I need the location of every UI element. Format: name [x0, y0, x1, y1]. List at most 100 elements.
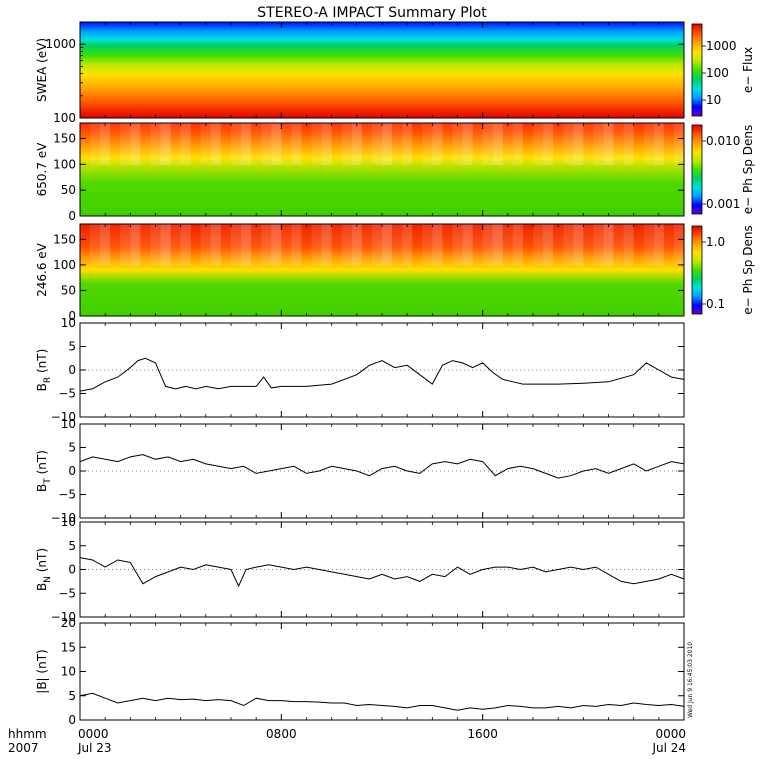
- heatmap-streak: [482, 123, 493, 165]
- heatmap-streak: [140, 224, 151, 266]
- heatmap-streak: [673, 224, 684, 266]
- heatmap-streak: [653, 224, 664, 266]
- y-tick-label: 5: [68, 441, 76, 455]
- y-label-main: B: [35, 583, 49, 591]
- heatmap-streak: [341, 224, 352, 266]
- y-label-unit: (nT): [35, 548, 49, 576]
- heatmap-streak: [120, 123, 131, 165]
- x-tick-label: 0800: [266, 727, 297, 741]
- x-tick-label: 0000: [78, 727, 109, 741]
- heatmap-streak: [664, 224, 674, 265]
- heatmap-streak: [533, 123, 544, 165]
- colorbar-label: e− Flux: [741, 47, 755, 93]
- y-tick-label: 0: [68, 209, 76, 223]
- y-axis-label: BR (nT): [35, 349, 53, 392]
- y-tick-label: 0: [68, 309, 76, 323]
- heatmap-streak: [382, 123, 393, 165]
- colorbar-tick-label: 0.1: [706, 297, 725, 311]
- heatmap-streak: [90, 224, 101, 266]
- heatmap-streak: [673, 123, 684, 165]
- panel-1: 1000 100 10 e− Flux 1000 100 SWEA (eV): [35, 21, 755, 125]
- heatmap-streak: [200, 224, 211, 266]
- series-line: [79, 357, 685, 392]
- y-tick-label: 100: [53, 157, 76, 171]
- y-tick-label: 0: [68, 464, 76, 478]
- heatmap-streak: [271, 123, 282, 165]
- y-tick-label: 5: [68, 539, 76, 553]
- heatmap-streak: [422, 224, 433, 266]
- x-tick-label: 1600: [467, 727, 498, 741]
- heatmap-streak: [150, 224, 161, 266]
- x-date-label: Jul 24: [651, 741, 686, 755]
- y-tick-label: 20: [61, 616, 76, 630]
- y-label-main: 650.7 eV: [35, 142, 49, 197]
- y-tick-label: 150: [53, 232, 76, 246]
- heatmap-streak: [492, 224, 503, 266]
- colorbar: [691, 124, 703, 215]
- y-tick-label: −5: [58, 488, 76, 502]
- heatmap-streak: [180, 123, 191, 165]
- heatmap-streak: [613, 123, 624, 165]
- heatmap-streak: [502, 123, 513, 165]
- heatmap-streak: [150, 123, 161, 165]
- colorbar: [691, 225, 703, 315]
- colorbar: [691, 23, 703, 117]
- y-tick-label: −10: [51, 410, 76, 424]
- heatmap-streak: [231, 123, 242, 165]
- y-tick-label: 0: [68, 713, 76, 727]
- heatmap-streak: [573, 123, 584, 165]
- series-line: [79, 557, 685, 588]
- y-tick-label: 10: [61, 316, 76, 330]
- heatmap-streak: [311, 123, 322, 165]
- heatmap-image: [80, 224, 684, 316]
- heatmap-streak: [321, 224, 332, 266]
- y-tick-label: −10: [51, 610, 76, 624]
- y-tick-label: 50: [61, 283, 76, 297]
- y-label-unit: (nT): [35, 349, 49, 377]
- heatmap-streak: [200, 123, 211, 165]
- y-tick-label: 15: [61, 640, 76, 654]
- x-date-label: Jul 23: [77, 741, 112, 755]
- y-tick-label: −5: [58, 586, 76, 600]
- y-axis-label: |B| (nT): [35, 649, 49, 693]
- colorbar-label: e− Ph Sp Dens: [741, 225, 755, 314]
- heatmap-streak: [382, 224, 393, 266]
- y-axis-label: BT (nT): [35, 450, 53, 492]
- heatmap-streak: [533, 224, 544, 266]
- colorbar-tick-label: 10: [706, 93, 721, 107]
- colorbar-tick-label: 0.010: [706, 134, 740, 148]
- heatmap-streak: [281, 224, 292, 266]
- heatmap-streak: [210, 123, 221, 165]
- heatmap-streak: [422, 123, 433, 165]
- heatmap-streak: [432, 224, 443, 266]
- heatmap-streak: [452, 123, 463, 165]
- heatmap-image: [80, 123, 684, 216]
- y-axis-label: 650.7 eV: [35, 142, 49, 197]
- heatmap-streak: [291, 123, 302, 165]
- heatmap-streak: [160, 123, 171, 165]
- heatmap-streak: [603, 123, 614, 165]
- heatmap-streak: [664, 123, 674, 165]
- heatmap-streak: [643, 224, 654, 266]
- heatmap-image: [80, 22, 684, 118]
- colorbar-tick-label: 1.0: [706, 235, 725, 249]
- heatmap-streak: [241, 224, 252, 266]
- heatmap-streak: [512, 224, 523, 266]
- y-label-subscript: N: [43, 576, 53, 583]
- y-label-main: |B| (nT): [35, 649, 49, 693]
- heatmap-streak: [180, 224, 191, 266]
- series-line: [79, 454, 685, 479]
- y-label-subscript: R: [43, 377, 53, 383]
- y-axis-label: 246.6 eV: [35, 242, 49, 297]
- y-label-subscript: T: [43, 478, 53, 485]
- heatmap-streak: [462, 224, 473, 266]
- y-tick-label: 10: [61, 665, 76, 679]
- y-tick-label: 0: [68, 563, 76, 577]
- heatmap-streak: [593, 123, 604, 165]
- heatmap-streak: [110, 123, 120, 165]
- heatmap-streak: [120, 224, 131, 266]
- y-tick-label: −5: [58, 387, 76, 401]
